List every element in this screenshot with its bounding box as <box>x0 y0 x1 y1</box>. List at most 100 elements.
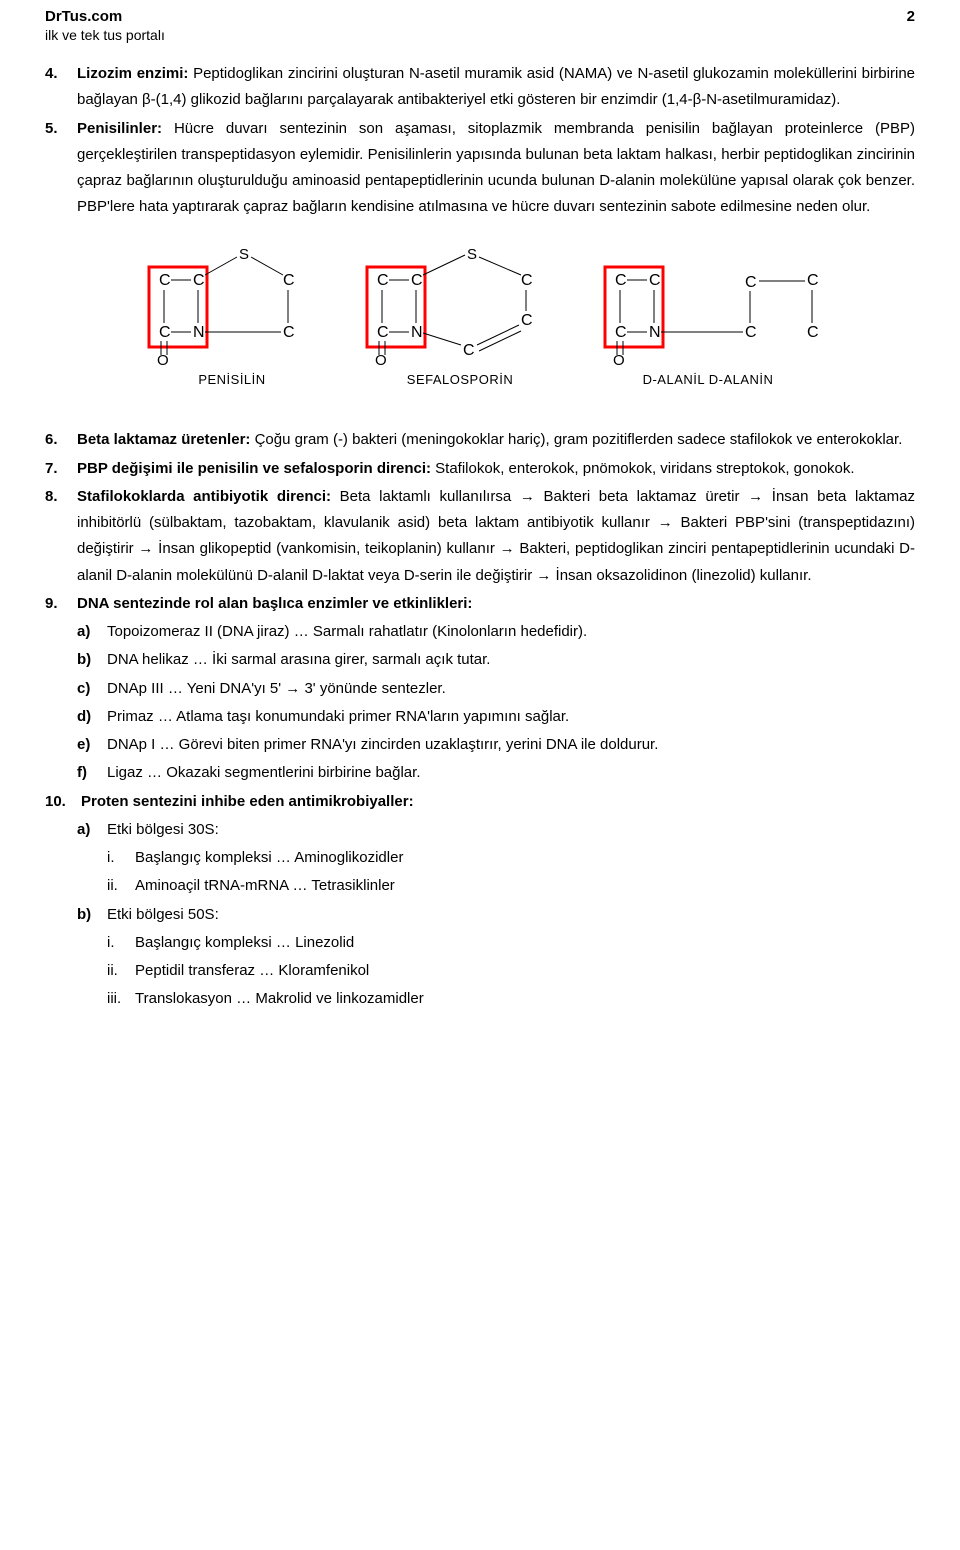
list-item-8: 8. Stafilokoklarda antibiyotik direnci: … <box>45 484 915 589</box>
item-text: Çoğu gram (-) bakteri (meningokoklar har… <box>250 431 902 448</box>
page-header: DrTus.com 2 <box>45 8 915 25</box>
item-number: 10. <box>45 789 81 815</box>
molecule-label: SEFALOSPORİN <box>407 369 513 392</box>
sub-text: Primaz … Atlama taşı konumundaki primer … <box>107 704 915 730</box>
subsub-item: i. Başlangıç kompleksi … Aminoglikozidle… <box>107 845 915 871</box>
sub-text: DNAp I … Görevi biten primer RNA'yı zinc… <box>107 732 915 758</box>
list-item-10: 10. Proten sentezini inhibe eden antimik… <box>45 789 915 815</box>
item-text: Stafilokok, enterokok, pnömokok, viridan… <box>431 460 855 477</box>
subsub-text: Peptidil transferaz … Kloramfenikol <box>135 958 915 984</box>
item-lead: DNA sentezinde rol alan başlıca enzimler… <box>77 595 472 612</box>
svg-text:C: C <box>615 324 627 341</box>
svg-text:C: C <box>283 324 295 341</box>
item-lead: Lizozim enzimi: <box>77 65 188 82</box>
svg-text:C: C <box>745 324 757 341</box>
penisilin-svg: C C C N O S <box>137 245 327 365</box>
sub-item: f) Ligaz … Okazaki segmentlerini birbiri… <box>77 760 915 786</box>
item-lead: Beta laktamaz üretenler: <box>77 431 250 448</box>
site-name: DrTus.com <box>45 8 122 25</box>
sub-num: b) <box>77 647 107 673</box>
item-body: PBP değişimi ile penisilin ve sefalospor… <box>77 456 915 482</box>
item-body: Stafilokoklarda antibiyotik direnci: Bet… <box>77 484 915 589</box>
svg-text:C: C <box>411 272 423 289</box>
sub-num: c) <box>77 676 107 702</box>
page-number: 2 <box>907 8 915 25</box>
subsub-text: Aminoaçil tRNA-mRNA … Tetrasiklinler <box>135 873 915 899</box>
sub-item: d) Primaz … Atlama taşı konumundaki prim… <box>77 704 915 730</box>
svg-text:C: C <box>615 272 627 289</box>
svg-text:C: C <box>283 272 295 289</box>
molecule-label: D-ALANİL D-ALANİN <box>643 369 774 392</box>
svg-text:N: N <box>649 324 661 341</box>
item-body: Penisilinler: Hücre duvarı sentezinin so… <box>77 116 915 221</box>
molecule-penisilin: C C C N O S <box>137 245 327 392</box>
sub-num: a) <box>77 619 107 645</box>
item-number: 8. <box>45 484 77 589</box>
list-item-7: 7. PBP değişimi ile penisilin ve sefalos… <box>45 456 915 482</box>
subsub-num: ii. <box>107 873 135 899</box>
item-body: Lizozim enzimi: Peptidoglikan zincirini … <box>77 61 915 114</box>
list-item-6: 6. Beta laktamaz üretenler: Çoğu gram (-… <box>45 427 915 453</box>
subsub-num: i. <box>107 930 135 956</box>
svg-text:C: C <box>159 324 171 341</box>
svg-text:S: S <box>239 246 249 263</box>
content-body: 4. Lizozim enzimi: Peptidoglikan zinciri… <box>45 61 915 1013</box>
item-lead: Stafilokoklarda antibiyotik direnci: <box>77 488 331 505</box>
svg-text:C: C <box>649 272 661 289</box>
subsub-num: i. <box>107 845 135 871</box>
svg-text:O: O <box>375 352 387 365</box>
subsub-item: iii. Translokasyon … Makrolid ve linkoza… <box>107 986 915 1012</box>
molecule-dalanin: C C C N O C C C <box>593 245 823 392</box>
svg-text:O: O <box>613 352 625 365</box>
svg-text:O: O <box>157 352 169 365</box>
molecule-label: PENİSİLİN <box>198 369 265 392</box>
item-number: 7. <box>45 456 77 482</box>
dalanin-svg: C C C N O C C C <box>593 245 823 365</box>
sub-text: Etki bölgesi 30S: <box>107 817 915 843</box>
sub-item: e) DNAp I … Görevi biten primer RNA'yı z… <box>77 732 915 758</box>
item-text: Peptidoglikan zincirini oluşturan N-aset… <box>77 65 915 108</box>
item-text: Hücre duvarı sentezinin son aşaması, sit… <box>77 120 915 216</box>
subsub-item: ii. Aminoaçil tRNA-mRNA … Tetrasiklinler <box>107 873 915 899</box>
svg-text:C: C <box>521 272 533 289</box>
subsub-num: ii. <box>107 958 135 984</box>
sub-num: d) <box>77 704 107 730</box>
sublist-9: a) Topoizomeraz II (DNA jiraz) … Sarmalı… <box>45 619 915 787</box>
svg-text:N: N <box>411 324 423 341</box>
sub-num: e) <box>77 732 107 758</box>
item-lead: Penisilinler: <box>77 120 162 137</box>
list-item-9: 9. DNA sentezinde rol alan başlıca enzim… <box>45 591 915 617</box>
svg-text:C: C <box>159 272 171 289</box>
svg-text:C: C <box>377 324 389 341</box>
sub-text: Etki bölgesi 50S: <box>107 902 915 928</box>
page: DrTus.com 2 ilk ve tek tus portalı 4. Li… <box>0 0 960 1035</box>
item-body: Beta laktamaz üretenler: Çoğu gram (-) b… <box>77 427 915 453</box>
item-lead: PBP değişimi ile penisilin ve sefalospor… <box>77 460 431 477</box>
subsub-text: Başlangıç kompleksi … Aminoglikozidler <box>135 845 915 871</box>
sub-num: f) <box>77 760 107 786</box>
subsub-num: iii. <box>107 986 135 1012</box>
list-item-5: 5. Penisilinler: Hücre duvarı sentezinin… <box>45 116 915 221</box>
svg-text:C: C <box>745 274 757 291</box>
item-body: DNA sentezinde rol alan başlıca enzimler… <box>77 591 915 617</box>
sub-num: a) <box>77 817 107 843</box>
sublist-10: a) Etki bölgesi 30S: i. Başlangıç komple… <box>45 817 915 1013</box>
sub-item: b) DNA helikaz … İki sarmal arasına gire… <box>77 647 915 673</box>
sub-num: b) <box>77 902 107 928</box>
sub-item: c) DNAp III … Yeni DNA'yı 5' → 3' yönünd… <box>77 676 915 702</box>
subsub-item: i. Başlangıç kompleksi … Linezolid <box>107 930 915 956</box>
svg-text:C: C <box>463 342 475 359</box>
svg-text:C: C <box>807 324 819 341</box>
sub-text: Topoizomeraz II (DNA jiraz) … Sarmalı ra… <box>107 619 915 645</box>
svg-text:S: S <box>467 246 477 263</box>
svg-text:C: C <box>521 312 533 329</box>
svg-text:C: C <box>807 272 819 289</box>
item-lead: Proten sentezini inhibe eden antimikrobi… <box>81 793 414 810</box>
subsub-item: ii. Peptidil transferaz … Kloramfenikol <box>107 958 915 984</box>
item-number: 4. <box>45 61 77 114</box>
site-tagline: ilk ve tek tus portalı <box>45 27 915 43</box>
list-item-4: 4. Lizozim enzimi: Peptidoglikan zinciri… <box>45 61 915 114</box>
svg-text:C: C <box>193 272 205 289</box>
sub-item: b) Etki bölgesi 50S: <box>77 902 915 928</box>
item-number: 9. <box>45 591 77 617</box>
